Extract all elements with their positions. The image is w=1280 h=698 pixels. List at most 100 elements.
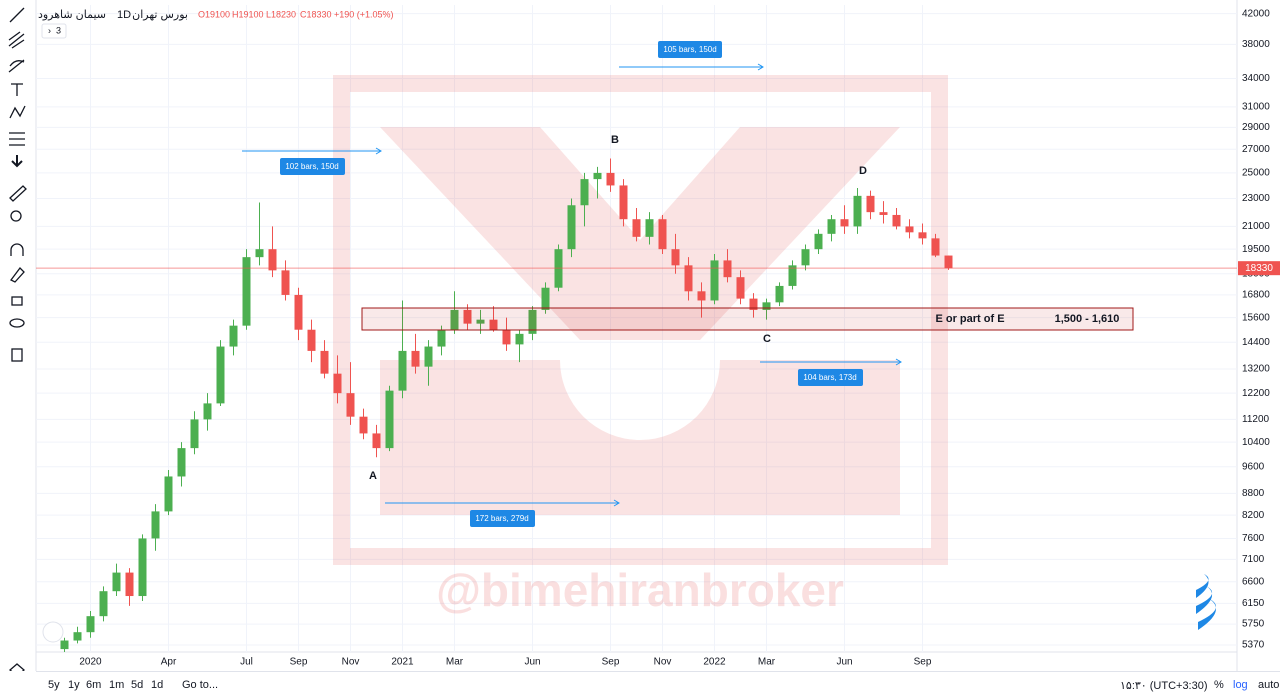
range-arrow	[385, 499, 620, 507]
range-arrow	[760, 358, 902, 366]
ohlc-change: +190 (+1.05%)	[334, 9, 394, 19]
candle-body	[151, 511, 160, 539]
candle-body	[489, 319, 498, 330]
candle-body	[580, 179, 589, 206]
candle-body	[268, 249, 277, 271]
candle-body	[879, 212, 888, 215]
candle-body	[216, 346, 225, 404]
candle-body	[827, 219, 836, 234]
x-tick-label: Apr	[161, 657, 177, 668]
candle-body	[320, 350, 329, 374]
drawing-toolbar	[8, 7, 27, 671]
wave-label: B	[611, 134, 619, 146]
candle-body	[60, 640, 69, 650]
candle-body	[125, 572, 134, 597]
y-tick-label: 38000	[1242, 39, 1270, 50]
zone-label: E or part of E	[935, 313, 1004, 325]
zoom-tool[interactable]	[10, 210, 22, 222]
x-tick-label: Nov	[342, 657, 360, 668]
y-tick-label: 11200	[1242, 414, 1270, 425]
x-tick-label: Sep	[602, 657, 620, 668]
candle-body	[398, 350, 407, 391]
candle-body	[853, 195, 862, 227]
candle-body	[307, 329, 316, 351]
watermark-logo	[333, 75, 948, 565]
candle-body	[866, 195, 875, 213]
log-toggle[interactable]: log	[1233, 679, 1248, 691]
x-tick-label: 2020	[79, 657, 102, 668]
grid	[36, 5, 1237, 652]
candle-body	[164, 476, 173, 512]
candle-body	[190, 419, 199, 449]
prediction-tool[interactable]	[9, 132, 25, 146]
candle-body	[814, 233, 823, 250]
indicators-count: 3	[56, 25, 61, 35]
candle-body	[450, 309, 459, 330]
fib-tool[interactable]	[8, 31, 25, 49]
wave-label: D	[859, 165, 867, 177]
candle-body	[684, 265, 693, 292]
logo-button[interactable]	[42, 621, 64, 643]
range-button[interactable]: 1d	[151, 679, 164, 691]
lock-tool[interactable]	[11, 296, 23, 306]
x-tick-label: 2021	[391, 657, 414, 668]
candle-body	[892, 214, 901, 227]
y-tick-label: 8800	[1242, 488, 1265, 499]
candle-body	[476, 319, 485, 324]
indicators-chevron: ›	[48, 25, 51, 35]
indicators-toggle[interactable]	[41, 23, 67, 39]
trash-tool[interactable]	[11, 348, 23, 362]
axes: 5370 5750 6150 6600 7100 7600 8200 8800 9600 1040…	[36, 8, 1280, 668]
layers-tool[interactable]	[9, 663, 25, 671]
candle-body	[73, 632, 82, 641]
y-tick-label: 14400	[1242, 337, 1270, 348]
candle-body	[281, 270, 290, 295]
range-button[interactable]: 5y	[48, 679, 60, 691]
hide-tool[interactable]	[9, 318, 25, 328]
x-tick-label: 2022	[703, 657, 726, 668]
y-tick-label: 5370	[1242, 640, 1265, 651]
y-tick-label: 8200	[1242, 510, 1265, 521]
candle-body	[840, 219, 849, 227]
x-tick-label: Sep	[914, 657, 932, 668]
lock-drawing-tool[interactable]	[10, 267, 25, 283]
arrow-tool[interactable]	[11, 155, 23, 168]
wave-label: A	[369, 470, 377, 482]
candle-body	[346, 393, 355, 417]
y-tick-label: 34000	[1242, 73, 1270, 84]
candle-body	[203, 403, 212, 420]
y-tick-label: 7100	[1242, 554, 1265, 565]
candle-body	[255, 249, 264, 258]
trend-line-tool[interactable]	[9, 7, 25, 23]
candle-body	[294, 294, 303, 330]
timezone[interactable]: ۱۵:۳۰ (UTC+3:30)	[1120, 680, 1208, 692]
brush-tool[interactable]	[8, 59, 25, 73]
candle-body	[177, 448, 186, 477]
exchange: بورس تهران	[132, 9, 188, 21]
range-button[interactable]: 6m	[86, 679, 102, 691]
candle-body	[112, 572, 121, 592]
percent-toggle[interactable]: %	[1214, 679, 1224, 691]
ruler-tool[interactable]	[9, 185, 27, 202]
candle-body	[801, 249, 810, 266]
magnet-tool[interactable]	[10, 243, 24, 256]
candle-body	[463, 309, 472, 324]
range-button[interactable]: 1m	[109, 679, 125, 691]
candle-body	[86, 616, 95, 633]
range-button[interactable]: 1y	[68, 679, 80, 691]
x-tick-label: Jun	[524, 657, 540, 668]
text-tool[interactable]	[11, 83, 23, 96]
y-tick-label: 13200	[1242, 364, 1270, 375]
candle-body	[905, 226, 914, 233]
goto-button[interactable]: Go to...	[182, 679, 219, 691]
candle-body	[671, 249, 680, 266]
auto-toggle[interactable]: auto	[1258, 679, 1280, 691]
pattern-tool[interactable]	[9, 105, 26, 119]
candle-body	[775, 285, 784, 303]
x-tick-label: Nov	[654, 657, 672, 668]
range-button[interactable]: 5d	[131, 679, 144, 691]
candles	[60, 158, 953, 652]
candle-body	[437, 329, 446, 347]
candle-body	[606, 172, 615, 186]
